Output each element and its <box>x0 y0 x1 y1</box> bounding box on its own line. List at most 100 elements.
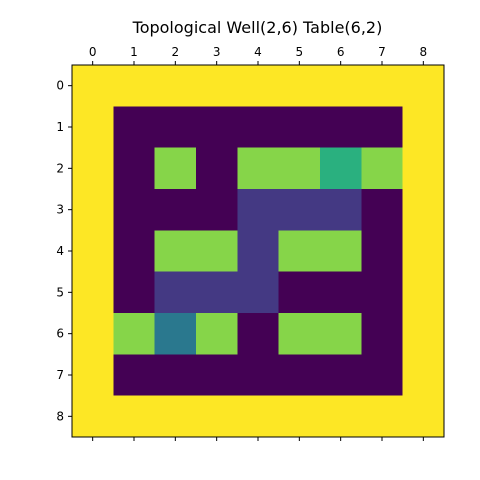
x-tick-label-6: 6 <box>337 45 345 59</box>
y-tick-label-0: 0 <box>56 79 64 93</box>
heatmap-cell-r0-c0 <box>72 65 114 107</box>
y-tick-label-8: 8 <box>56 409 64 423</box>
heatmap-cell-r4-c7 <box>361 230 404 273</box>
heatmap-cell-r3-c4 <box>237 189 280 231</box>
heatmap-cell-r8-c2 <box>154 395 197 438</box>
heatmap-cell-r1-c1 <box>113 106 156 149</box>
y-tick-label-6: 6 <box>56 327 64 341</box>
heatmap-cell-r5-c4 <box>237 271 280 314</box>
heatmap-cell-r4-c5 <box>278 230 321 273</box>
y-tick-label-7: 7 <box>56 368 64 382</box>
heatmap-cell-r5-c5 <box>278 271 321 314</box>
heatmap-cell-r3-c8 <box>402 189 445 231</box>
x-tick-label-2: 2 <box>172 45 180 59</box>
chart-title: Topological Well(2,6) Table(6,2) <box>132 18 383 37</box>
heatmap-cell-r1-c2 <box>154 106 197 149</box>
y-axis-ticks: 0 1 2 3 4 5 6 7 8 <box>56 79 72 423</box>
heatmap-cell-r7-c7 <box>361 354 404 397</box>
heatmap-cell-r6-c8 <box>402 313 445 355</box>
heatmap-cell-r8-c8 <box>402 395 445 438</box>
y-tick-label-2: 2 <box>56 161 64 175</box>
heatmap-cell-r7-c3 <box>196 354 238 397</box>
x-tick-label-4: 4 <box>254 45 262 59</box>
heatmap-cell-r0-c3 <box>196 65 238 107</box>
heatmap-cell-r3-c3 <box>196 189 238 231</box>
heatmap-cell-r1-c8 <box>402 106 445 149</box>
heatmap-cell-r6-c1 <box>113 313 156 355</box>
heatmap-cell-r4-c0 <box>72 230 114 273</box>
heatmap-cell-r5-c3 <box>196 271 238 314</box>
heatmap-cell-r8-c3 <box>196 395 238 438</box>
y-tick-label-5: 5 <box>56 285 64 299</box>
y-tick-label-1: 1 <box>56 120 64 134</box>
x-tick-label-8: 8 <box>420 45 428 59</box>
heatmap-cell-r2-c1 <box>113 147 156 190</box>
heatmap-cell-r4-c8 <box>402 230 445 273</box>
heatmap-cell-r6-c5 <box>278 313 321 355</box>
heatmap-cell-r1-c4 <box>237 106 280 149</box>
heatmap-cell-r2-c0 <box>72 147 114 190</box>
heatmap-cell-r8-c5 <box>278 395 321 438</box>
heatmap-cell-r3-c5 <box>278 189 321 231</box>
heatmap-cell-r0-c1 <box>113 65 156 107</box>
heatmap-cell-r2-c7 <box>361 147 404 190</box>
heatmap-cell-r6-c7 <box>361 313 404 355</box>
heatmap-cell-r5-c0 <box>72 271 114 314</box>
heatmap-cell-r3-c2 <box>154 189 197 231</box>
heatmap-cell-r2-c2 <box>154 147 197 190</box>
heatmap-cell-r7-c5 <box>278 354 321 397</box>
heatmap-cell-r5-c8 <box>402 271 445 314</box>
heatmap-cell-r8-c6 <box>320 395 362 438</box>
heatmap-cell-r8-c7 <box>361 395 404 438</box>
heatmap-cell-r3-c1 <box>113 189 156 231</box>
x-axis-ticks: 0 1 2 3 4 5 6 7 8 <box>89 45 427 441</box>
heatmap-cell-r3-c7 <box>361 189 404 231</box>
heatmap-cell-r4-c3 <box>196 230 238 273</box>
heatmap-cell-r5-c6 <box>320 271 362 314</box>
heatmap-cell-r0-c5 <box>278 65 321 107</box>
heatmap-cell-r8-c1 <box>113 395 156 438</box>
heatmap-cell-r0-c4 <box>237 65 280 107</box>
heatmap-cell-r3-c0 <box>72 189 114 231</box>
heatmap-cell-r8-c0 <box>72 395 114 438</box>
heatmap-cell-r2-c4 <box>237 147 280 190</box>
heatmap-cell-r0-c7 <box>361 65 404 107</box>
heatmap-cell-r7-c8 <box>402 354 445 397</box>
heatmap-cell-r8-c4 <box>237 395 280 438</box>
x-tick-label-1: 1 <box>130 45 138 59</box>
heatmap-cell-r7-c1 <box>113 354 156 397</box>
heatmap-cell-r0-c6 <box>320 65 362 107</box>
heatmap-cell-r4-c4 <box>237 230 280 273</box>
heatmap-cells <box>72 65 445 438</box>
heatmap-cell-r5-c7 <box>361 271 404 314</box>
heatmap-cell-r6-c6 <box>320 313 362 355</box>
heatmap-cell-r0-c8 <box>402 65 445 107</box>
heatmap-cell-r6-c3 <box>196 313 238 355</box>
heatmap-cell-r1-c7 <box>361 106 404 149</box>
x-tick-label-3: 3 <box>213 45 221 59</box>
heatmap-cell-r7-c2 <box>154 354 197 397</box>
heatmap-cell-r6-c4 <box>237 313 280 355</box>
y-tick-label-3: 3 <box>56 203 64 217</box>
heatmap-cell-r7-c0 <box>72 354 114 397</box>
heatmap-cell-r1-c6 <box>320 106 362 149</box>
heatmap-cell-r2-c3 <box>196 147 238 190</box>
heatmap-cell-r0-c2 <box>154 65 197 107</box>
heatmap-cell-r1-c3 <box>196 106 238 149</box>
heatmap-cell-r4-c6 <box>320 230 362 273</box>
heatmap-cell-r7-c6 <box>320 354 362 397</box>
heatmap-cell-r2-c5 <box>278 147 321 190</box>
heatmap-cell-r2-c6 <box>320 147 362 190</box>
heatmap-cell-r1-c0 <box>72 106 114 149</box>
heatmap-cell-r6-c0 <box>72 313 114 355</box>
heatmap-cell-r7-c4 <box>237 354 280 397</box>
y-tick-label-4: 4 <box>56 244 64 258</box>
x-tick-label-0: 0 <box>89 45 97 59</box>
x-tick-label-5: 5 <box>296 45 304 59</box>
heatmap-cell-r2-c8 <box>402 147 445 190</box>
heatmap-cell-r1-c5 <box>278 106 321 149</box>
heatmap-cell-r3-c6 <box>320 189 362 231</box>
heatmap-cell-r4-c2 <box>154 230 197 273</box>
x-tick-label-7: 7 <box>378 45 386 59</box>
